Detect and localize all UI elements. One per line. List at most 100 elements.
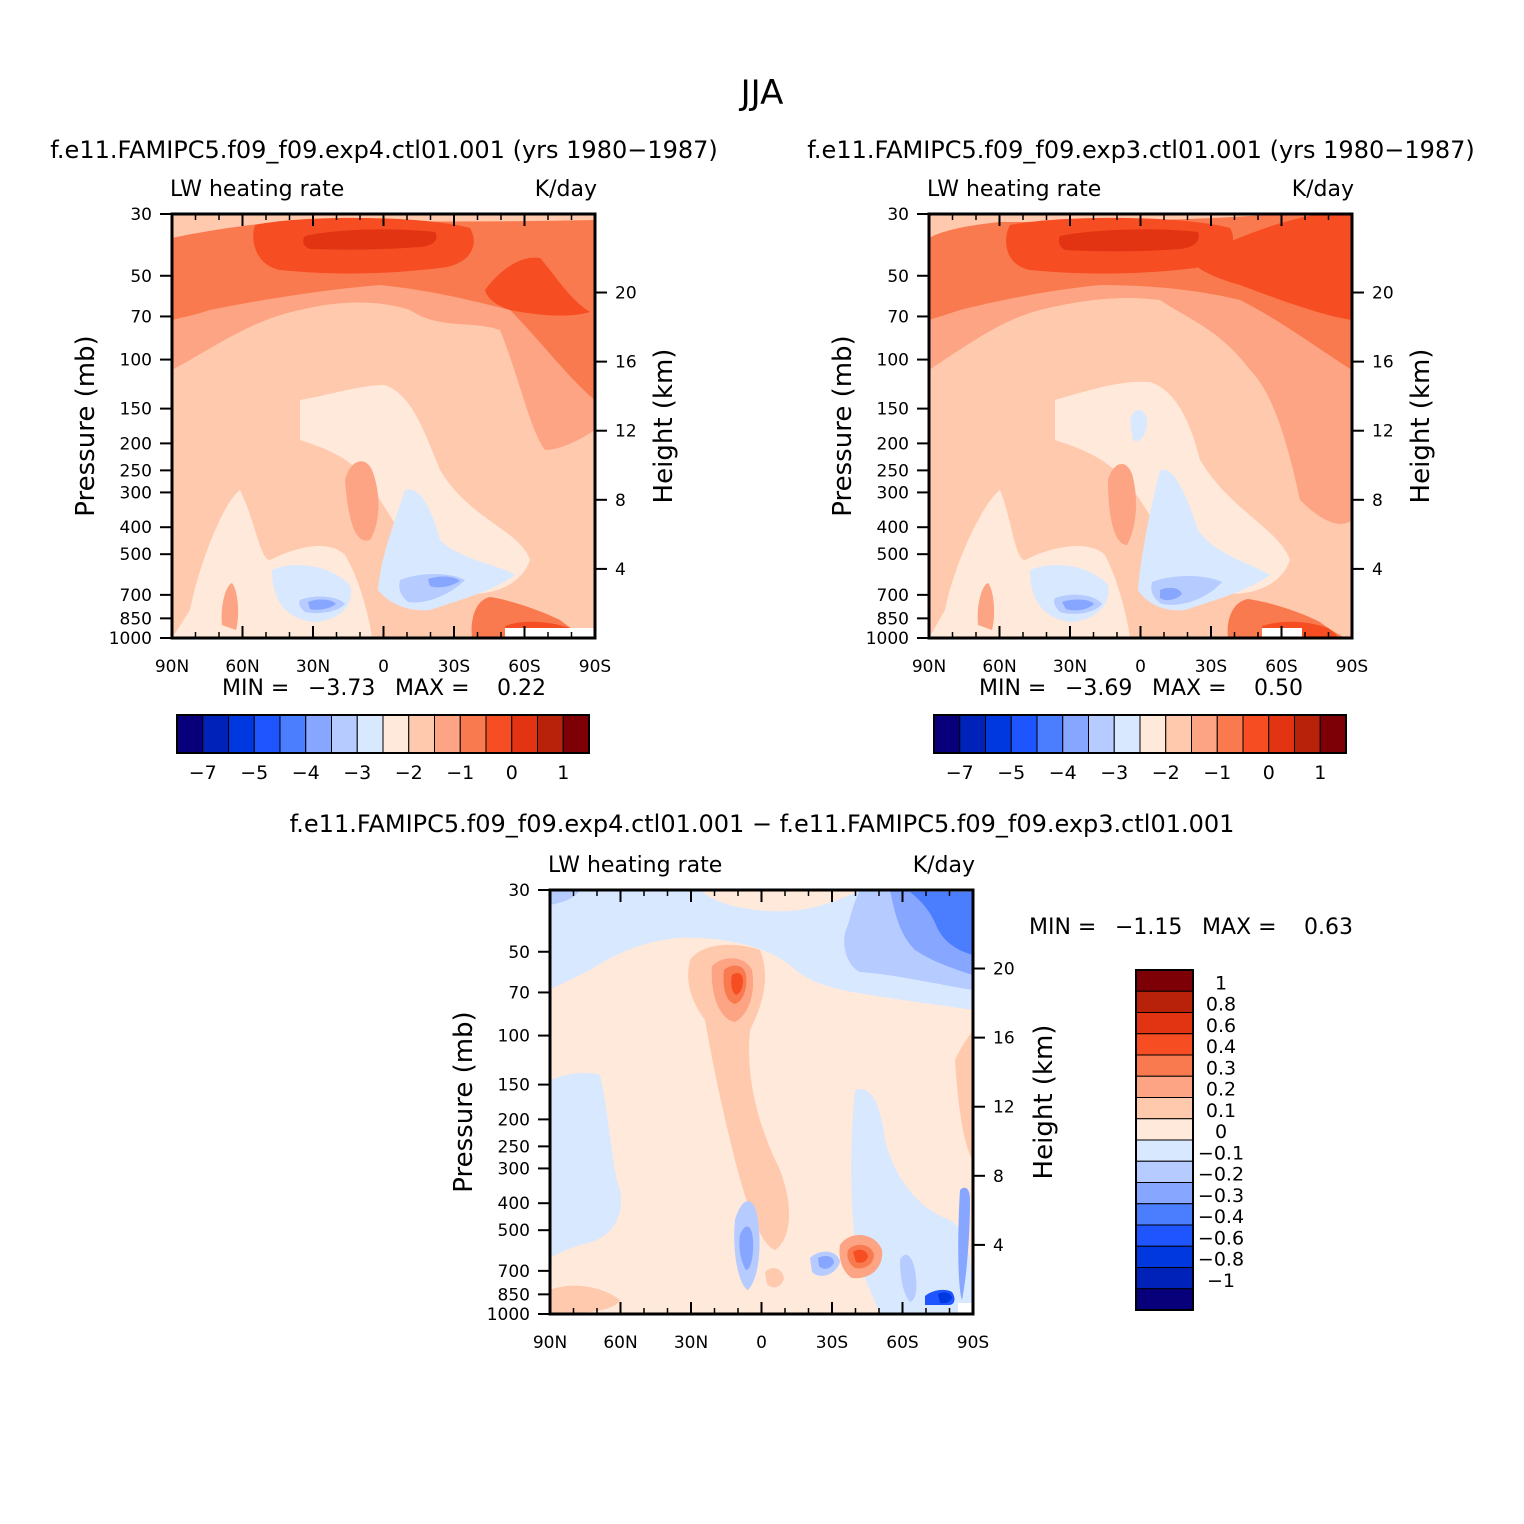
x-tick-label: 0: [378, 657, 389, 677]
colorbar-swatch: [1113, 714, 1141, 754]
colorbar-swatch: [485, 714, 513, 754]
x-tick-label: 30S: [438, 657, 470, 677]
y-tick-label: 200: [877, 434, 909, 454]
colorbar-swatch: [331, 714, 358, 754]
region-missing: [958, 1303, 973, 1314]
colorbar-swatch: [228, 714, 255, 754]
y-tick-label: 30: [508, 881, 530, 901]
y2-tick-label: 16: [1372, 353, 1394, 373]
colorbar-swatch: [1135, 1033, 1194, 1056]
colorbar-swatch: [176, 714, 204, 754]
region-left-warm-spot: [977, 583, 995, 630]
colorbar-label: 0.6: [1206, 1015, 1236, 1037]
colorbar-label: 1: [557, 762, 569, 784]
y2-tick-label: 20: [1372, 284, 1394, 304]
region-low-cool-b: [1138, 469, 1270, 611]
max-label: MAX =: [395, 676, 470, 701]
region-mid-pale: [300, 385, 530, 594]
y-axis-label: Pressure (mb): [828, 335, 858, 516]
colorbar-label: −2: [395, 762, 423, 784]
region-surface-warm-strip: [550, 1285, 620, 1314]
region-cool-blob-a2: [739, 1226, 754, 1270]
x-tick-label: 30S: [816, 1333, 848, 1353]
region-low-cool-b3: [1160, 587, 1182, 601]
colorbar-swatch: [1135, 1139, 1194, 1162]
y2-tick-label: 8: [615, 491, 626, 511]
y-tick-label: 850: [877, 609, 909, 629]
y2-tick-label: 12: [615, 422, 637, 442]
region-low-cool-a3: [308, 599, 336, 610]
y-tick-label: 500: [877, 545, 909, 565]
colorbar-swatch: [1268, 714, 1295, 754]
colorbar-label: 1: [1215, 972, 1227, 994]
y-tick-label: 300: [877, 483, 909, 503]
colorbar-label: −5: [240, 762, 268, 784]
colorbar-label: −0.2: [1198, 1164, 1244, 1186]
colorbar-swatch: [1135, 1203, 1194, 1226]
colorbar-label: −0.6: [1198, 1227, 1244, 1249]
x-tick-label: 30S: [1195, 657, 1227, 677]
y2-axis-label: Height (km): [1406, 349, 1436, 504]
y2-tick-label: 12: [993, 1098, 1015, 1118]
region-southern-hot: [1190, 214, 1352, 320]
colorbar-swatch: [1036, 714, 1064, 754]
y-tick-label: 50: [508, 943, 530, 963]
y-tick-label: 250: [498, 1137, 530, 1157]
colorbar-swatch: [562, 714, 590, 754]
x-tick-label: 90S: [1336, 657, 1368, 677]
region-jet-inner: [303, 229, 437, 250]
y-tick-label: 300: [120, 483, 152, 503]
max-value: 0.50: [1254, 676, 1303, 701]
y-tick-label: 700: [498, 1262, 530, 1282]
x-tick-label: 30N: [1053, 657, 1087, 677]
y2-tick-label: 4: [1372, 560, 1383, 580]
y2-tick-label: 4: [993, 1236, 1004, 1256]
x-tick-label: 90N: [533, 1333, 567, 1353]
colorbar-label: 0.2: [1206, 1079, 1236, 1101]
y-tick-label: 50: [130, 267, 152, 287]
region-surface-cool: [900, 1254, 917, 1302]
y-tick-label: 100: [120, 351, 152, 371]
region-edge-cool-streak: [958, 1187, 970, 1300]
colorbar: 10.80.60.40.30.20.10−0.1−0.2−0.3−0.4−0.6…: [1135, 969, 1244, 1311]
x-axis: 90N 60N 30N 0 30S 60S 90S: [533, 890, 989, 1353]
panel-exp3: f.e11.FAMIPC5.f09_f09.exp3.ctl01.001 (yr…: [807, 136, 1475, 784]
colorbar-frame: [933, 714, 1347, 754]
colorbar-swatch: [382, 714, 410, 754]
colorbar-swatch: [305, 714, 332, 754]
x-tick-label: 60N: [982, 657, 1016, 677]
colorbar-label: 0.3: [1206, 1057, 1236, 1079]
colorbar-label: 0: [1215, 1121, 1227, 1143]
panel-title: f.e11.FAMIPC5.f09_f09.exp3.ctl01.001 (yr…: [807, 136, 1475, 164]
min-label: MIN =: [979, 676, 1046, 701]
colorbar-swatch: [253, 714, 281, 754]
panel-diff: f.e11.FAMIPC5.f09_f09.exp4.ctl01.001 − f…: [290, 810, 1353, 1353]
y2-axis-label: Height (km): [1029, 1025, 1059, 1180]
colorbar: −7 −5 −4 −3 −2 −1 0 1: [933, 714, 1347, 784]
y-tick-label: 100: [877, 351, 909, 371]
x-tick-label: 60N: [225, 657, 259, 677]
y-tick-label: 200: [120, 434, 152, 454]
y-tick-label: 250: [120, 461, 152, 481]
y-tick-label: 400: [877, 518, 909, 538]
colorbar-label: −1: [1207, 1270, 1235, 1292]
region-cool-blob-b2: [818, 1255, 834, 1269]
x-tick-label: 90N: [155, 657, 189, 677]
colorbar-swatch: [1242, 714, 1270, 754]
colorbar-swatch: [959, 714, 986, 754]
min-value: −3.73: [308, 676, 375, 701]
y-tick-label: 30: [130, 205, 152, 225]
region-right-edge-warm: [955, 1030, 973, 1160]
y-tick-label: 100: [498, 1027, 530, 1047]
region-warm-small: [765, 1268, 784, 1288]
y-tick-label: 150: [120, 400, 152, 420]
min-value: −1.15: [1115, 915, 1182, 940]
y-tick-label: 850: [498, 1285, 530, 1305]
x-tick-label: 0: [756, 1333, 767, 1353]
colorbar-label: −4: [1049, 762, 1077, 784]
y2-axis: 20 16 12 8 4: [595, 284, 637, 580]
colorbar-swatch: [1010, 714, 1038, 754]
right-label: K/day: [1292, 177, 1354, 202]
contour-field: [929, 214, 1352, 638]
